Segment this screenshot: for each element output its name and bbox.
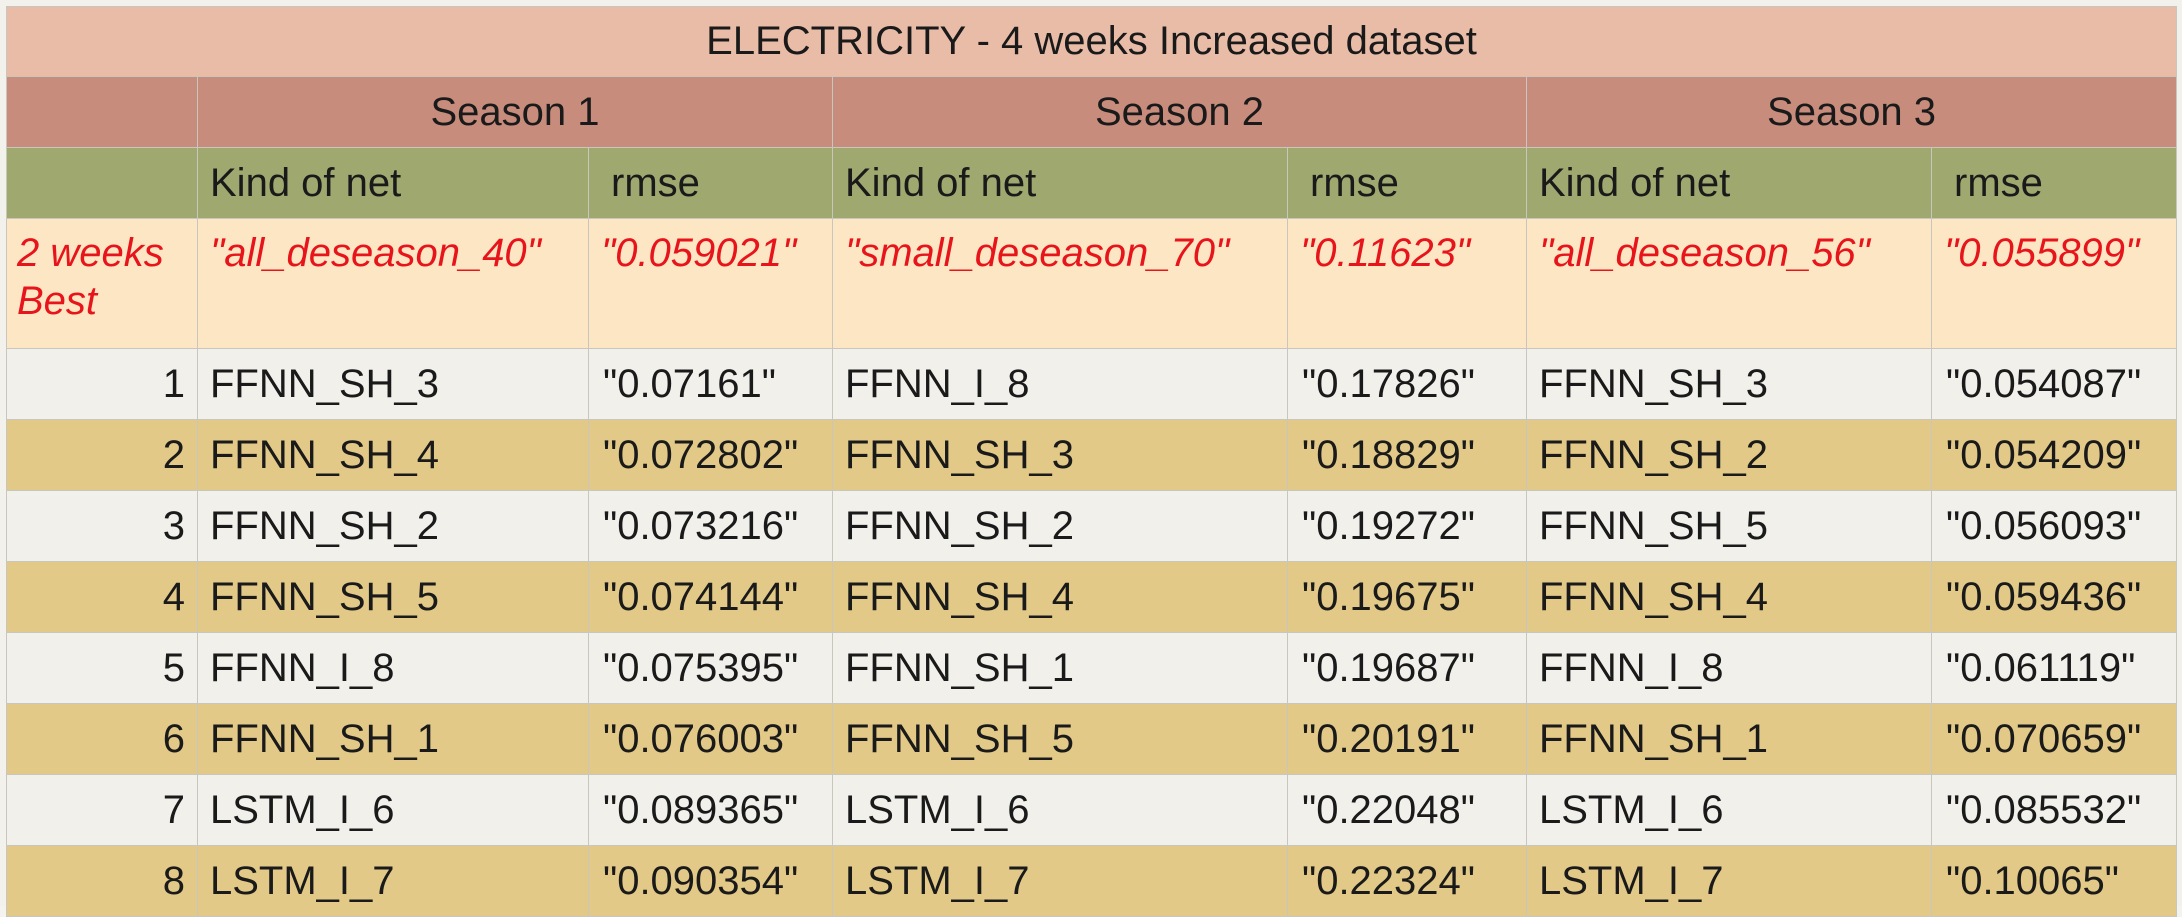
colhead-rmse-2: rmse (1287, 147, 1527, 219)
net-cell: LSTM_I_6 (1526, 774, 1932, 846)
rank-cell: 2 (6, 419, 198, 491)
table-row: 8 LSTM_I_7 "0.090354" LSTM_I_7 "0.22324"… (6, 845, 2178, 917)
table-row: 1 FFNN_SH_3 "0.07161" FFNN_I_8 "0.17826"… (6, 348, 2178, 420)
rmse-cell: "0.07161" (588, 348, 833, 420)
rmse-cell: "0.059436" (1930, 561, 2178, 633)
net-cell: FFNN_SH_4 (197, 419, 589, 491)
rmse-cell: "0.074144" (588, 561, 833, 633)
season-header-2: Season 2 (832, 76, 1527, 148)
net-cell: FFNN_SH_5 (832, 703, 1288, 775)
rank-cell: 8 (6, 845, 198, 917)
table-title: ELECTRICITY - 4 weeks Increased dataset (5, 6, 2178, 77)
rmse-cell: "0.19675" (1287, 561, 1527, 633)
results-table: ELECTRICITY - 4 weeks Increased dataset … (5, 6, 2178, 917)
rmse-cell: "0.10065" (1930, 845, 2178, 917)
colhead-kind-of-net-3: Kind of net (1526, 147, 1932, 219)
net-cell: FFNN_SH_3 (1526, 348, 1932, 420)
table-body: ELECTRICITY - 4 weeks Increased dataset … (5, 6, 2178, 917)
colhead-kind-of-net-2: Kind of net (832, 147, 1288, 219)
season-header-1: Season 1 (197, 76, 833, 148)
rank-cell: 3 (6, 490, 198, 562)
net-cell: LSTM_I_6 (197, 774, 589, 846)
rank-cell: 5 (6, 632, 198, 704)
colhead-corner-cell (6, 147, 198, 219)
best-rmse-2: "0.11623" (1287, 218, 1527, 349)
best-net-3: "all_deseason_56" (1526, 218, 1932, 349)
rmse-cell: "0.072802" (588, 419, 833, 491)
rmse-cell: "0.20191" (1287, 703, 1527, 775)
net-cell: FFNN_SH_3 (832, 419, 1288, 491)
rmse-cell: "0.089365" (588, 774, 833, 846)
season-header-3: Season 3 (1525, 76, 2178, 148)
rmse-cell: "0.061119" (1930, 632, 2178, 704)
table-row: 7 LSTM_I_6 "0.089365" LSTM_I_6 "0.22048"… (6, 774, 2178, 846)
rank-cell: 1 (6, 348, 198, 420)
rmse-cell: "0.075395" (588, 632, 833, 704)
best-net-1: "all_deseason_40" (197, 218, 589, 349)
rmse-cell: "0.22324" (1287, 845, 1527, 917)
net-cell: FFNN_SH_4 (1526, 561, 1932, 633)
net-cell: FFNN_SH_3 (197, 348, 589, 420)
rmse-cell: "0.073216" (588, 490, 833, 562)
net-cell: LSTM_I_7 (832, 845, 1288, 917)
table-row: 6 FFNN_SH_1 "0.076003" FFNN_SH_5 "0.2019… (6, 703, 2178, 775)
rmse-cell: "0.17826" (1287, 348, 1527, 420)
net-cell: FFNN_SH_1 (197, 703, 589, 775)
net-cell: FFNN_I_8 (832, 348, 1288, 420)
colhead-rmse-1: rmse (588, 147, 833, 219)
rmse-cell: "0.056093" (1930, 490, 2178, 562)
best-rmse-3: "0.055899" (1930, 218, 2178, 349)
rmse-cell: "0.054087" (1930, 348, 2178, 420)
table-row: 2 FFNN_SH_4 "0.072802" FFNN_SH_3 "0.1882… (6, 419, 2178, 491)
net-cell: LSTM_I_6 (832, 774, 1288, 846)
rmse-cell: "0.18829" (1287, 419, 1527, 491)
net-cell: FFNN_SH_5 (1526, 490, 1932, 562)
net-cell: FFNN_I_8 (197, 632, 589, 704)
best-row: 2 weeks Best "all_deseason_40" "0.059021… (6, 218, 2178, 349)
rank-cell: 4 (6, 561, 198, 633)
table-row: 3 FFNN_SH_2 "0.073216" FFNN_SH_2 "0.1927… (6, 490, 2178, 562)
net-cell: FFNN_SH_2 (832, 490, 1288, 562)
net-cell: FFNN_SH_2 (1526, 419, 1932, 491)
net-cell: FFNN_SH_5 (197, 561, 589, 633)
title-row: ELECTRICITY - 4 weeks Increased dataset (5, 6, 2178, 77)
rmse-cell: "0.19272" (1287, 490, 1527, 562)
season-corner-cell (6, 76, 198, 148)
net-cell: FFNN_SH_1 (1526, 703, 1932, 775)
column-header-row: Kind of net rmse Kind of net rmse Kind o… (6, 147, 2178, 219)
rmse-cell: "0.070659" (1930, 703, 2178, 775)
rank-cell: 7 (6, 774, 198, 846)
best-row-label: 2 weeks Best (6, 218, 198, 349)
net-cell: FFNN_SH_2 (197, 490, 589, 562)
season-row: Season 1 Season 2 Season 3 (6, 76, 2178, 148)
rmse-cell: "0.076003" (588, 703, 833, 775)
table-row: 5 FFNN_I_8 "0.075395" FFNN_SH_1 "0.19687… (6, 632, 2178, 704)
rmse-cell: "0.19687" (1287, 632, 1527, 704)
net-cell: LSTM_I_7 (1526, 845, 1932, 917)
net-cell: FFNN_SH_1 (832, 632, 1288, 704)
rmse-cell: "0.054209" (1930, 419, 2178, 491)
rank-cell: 6 (6, 703, 198, 775)
rmse-cell: "0.085532" (1930, 774, 2178, 846)
net-cell: FFNN_I_8 (1526, 632, 1932, 704)
rmse-cell: "0.22048" (1287, 774, 1527, 846)
net-cell: FFNN_SH_4 (832, 561, 1288, 633)
colhead-kind-of-net-1: Kind of net (197, 147, 589, 219)
best-rmse-1: "0.059021" (588, 218, 833, 349)
best-net-2: "small_deseason_70" (832, 218, 1288, 349)
table-row: 4 FFNN_SH_5 "0.074144" FFNN_SH_4 "0.1967… (6, 561, 2178, 633)
colhead-rmse-3: rmse (1930, 147, 2178, 219)
